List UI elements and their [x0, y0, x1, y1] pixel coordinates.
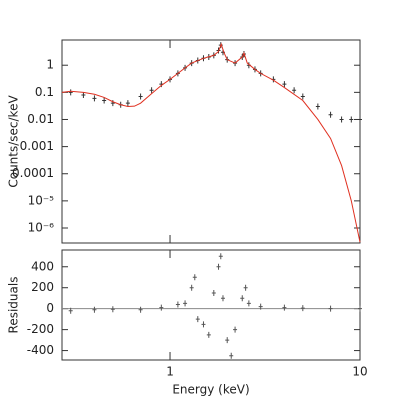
top-frame [61, 39, 361, 244]
data-point [189, 284, 194, 291]
data-point [258, 303, 263, 310]
data-point [110, 100, 115, 107]
data-point [282, 304, 287, 311]
model-line [61, 42, 361, 243]
data-point [159, 304, 164, 311]
y-tick-label: -400 [27, 343, 54, 357]
data-point [233, 326, 238, 333]
data-point [81, 91, 86, 98]
y-axis-label: Counts/sec/keV [7, 95, 21, 188]
data-point [110, 306, 115, 313]
data-point [125, 100, 130, 107]
data-point [68, 307, 73, 314]
x-tick-label: 1 [166, 365, 174, 379]
data-point [102, 97, 107, 104]
data-point [68, 89, 73, 96]
y-tick-label: 0 [46, 301, 54, 315]
data-point [138, 306, 143, 313]
data-point [149, 87, 154, 94]
y-tick-label: -200 [27, 322, 54, 336]
data-point [183, 300, 188, 307]
data-point [138, 93, 143, 100]
data-point [175, 301, 180, 308]
data-point [225, 337, 230, 344]
data-point [220, 295, 225, 302]
data-point [358, 116, 362, 123]
data-point [192, 274, 197, 281]
data-point [300, 305, 305, 312]
data-point [229, 352, 234, 359]
data-point [246, 300, 251, 307]
data-point [206, 331, 211, 338]
data-point [211, 289, 216, 296]
y-tick-label: 10⁻⁵ [28, 193, 55, 207]
data-point [218, 253, 223, 260]
y-axis-label: Residuals [7, 277, 21, 334]
data-point [195, 316, 200, 323]
data-point [328, 305, 333, 312]
y-tick-label: 10⁻⁶ [28, 221, 55, 235]
data-point [328, 111, 333, 118]
data-point [349, 116, 354, 123]
data-point [315, 103, 320, 110]
y-tick-label: 200 [31, 280, 54, 294]
y-tick-label: 0.001 [20, 139, 54, 153]
data-point [292, 87, 297, 94]
x-tick-label: 10 [352, 365, 367, 379]
y-tick-label: 0.01 [27, 112, 54, 126]
data-point [216, 263, 221, 270]
x-axis-label: Energy (keV) [172, 383, 249, 397]
data-point [201, 321, 206, 328]
y-tick-label: 400 [31, 259, 54, 273]
data-point [92, 95, 97, 102]
y-tick-label: 1 [46, 58, 54, 72]
y-tick-label: 0.0001 [12, 166, 54, 180]
data-point [358, 305, 362, 312]
data-point [243, 284, 248, 291]
data-point [92, 306, 97, 313]
bottom-frame [61, 249, 361, 361]
y-tick-label: 0.1 [35, 85, 54, 99]
data-point [339, 116, 344, 123]
data-point [282, 81, 287, 88]
data-point [300, 93, 305, 100]
data-point [240, 295, 245, 302]
